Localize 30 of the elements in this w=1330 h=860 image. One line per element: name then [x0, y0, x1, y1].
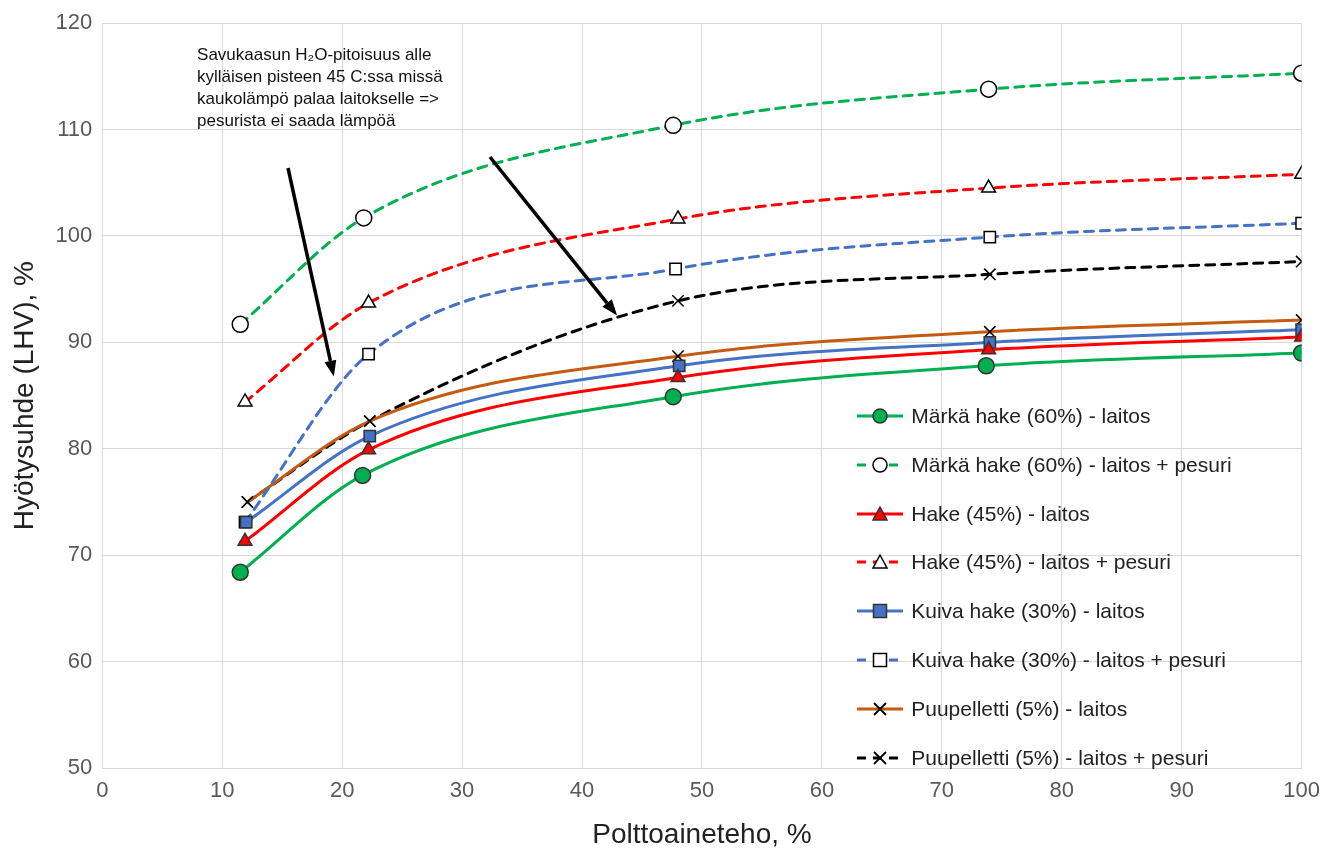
x-tick-label: 60: [809, 777, 835, 803]
y-tick-label: 50: [67, 754, 93, 780]
x-tick-label: 90: [1169, 777, 1194, 803]
x-tick-label: 20: [329, 777, 355, 803]
y-tick-label: 80: [67, 434, 93, 460]
y-axis-title: Hyötysuhde (LHV), %: [7, 260, 39, 531]
x-tick-label: 40: [569, 777, 595, 803]
x-tick-label: 70: [929, 777, 955, 803]
legend-label: Puupelletti (5%) - laitos: [911, 696, 1128, 721]
legend-label: Kuiva hake (30%) - laitos + pesuri: [911, 648, 1226, 672]
x-axis-title: Polttoaineteho, %: [592, 817, 812, 849]
legend-label: Hake (45%) - laitos: [911, 501, 1090, 526]
legend-label: Märkä hake (60%) - laitos + pesuri: [911, 452, 1232, 477]
x-tick-label: 0: [96, 777, 109, 803]
x-tick-label: 80: [1049, 777, 1075, 803]
y-tick-label: 120: [55, 9, 93, 35]
x-tick-label: 100: [1283, 777, 1321, 803]
y-tick-label: 60: [67, 647, 93, 673]
legend-label: Hake (45%) - laitos + pesuri: [911, 550, 1171, 575]
x-tick-label: 30: [449, 777, 475, 803]
y-tick-label: 70: [67, 541, 93, 567]
y-tick-label: 100: [55, 222, 93, 248]
x-tick-label: 50: [689, 777, 715, 803]
y-tick-label: 90: [67, 328, 93, 354]
legend-label: Märkä hake (60%) - laitos: [911, 404, 1151, 429]
y-tick-label: 110: [57, 115, 93, 141]
annotation: Savukaasun H₂O-pitoisuus alle kylläisen pisteen 45 C:ssa missä kaukolämpö palaa laitokselle => pesurista ei saada lämpöä: [197, 44, 444, 133]
legend-label: Kuiva hake (30%) - laitos: [911, 599, 1145, 624]
x-tick-label: 10: [210, 777, 235, 803]
legend-label: Puupelletti (5%) - laitos + pesuri: [911, 745, 1209, 770]
